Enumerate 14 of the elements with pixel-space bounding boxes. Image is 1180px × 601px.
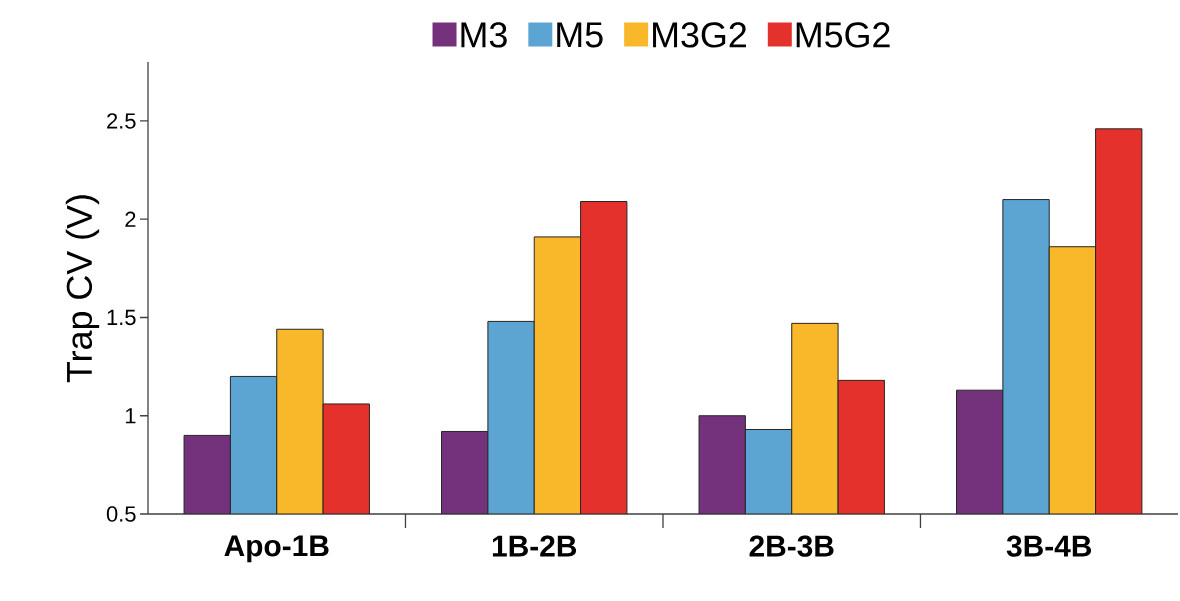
legend-label: M5	[557, 22, 603, 48]
y-axis-title: Trap CV (V)	[65, 195, 100, 383]
legend-label: M3G2	[653, 22, 746, 48]
x-tick-label: 1B-2B	[492, 535, 577, 557]
x-tick-label: Apo-1B	[224, 535, 329, 563]
y-tick-label: 1	[125, 408, 136, 424]
legend-label: M3	[461, 22, 507, 48]
y-tick-label: 2.5	[107, 113, 136, 129]
legend-label: M5G2	[796, 22, 890, 48]
y-tick-label: 0.5	[106, 506, 136, 522]
y-tick-label: 1.5	[107, 309, 136, 326]
y-tick-label: 2	[125, 211, 136, 227]
x-tick-label: 3B-4B	[1006, 535, 1092, 557]
x-tick-label: 2B-3B	[749, 535, 834, 557]
